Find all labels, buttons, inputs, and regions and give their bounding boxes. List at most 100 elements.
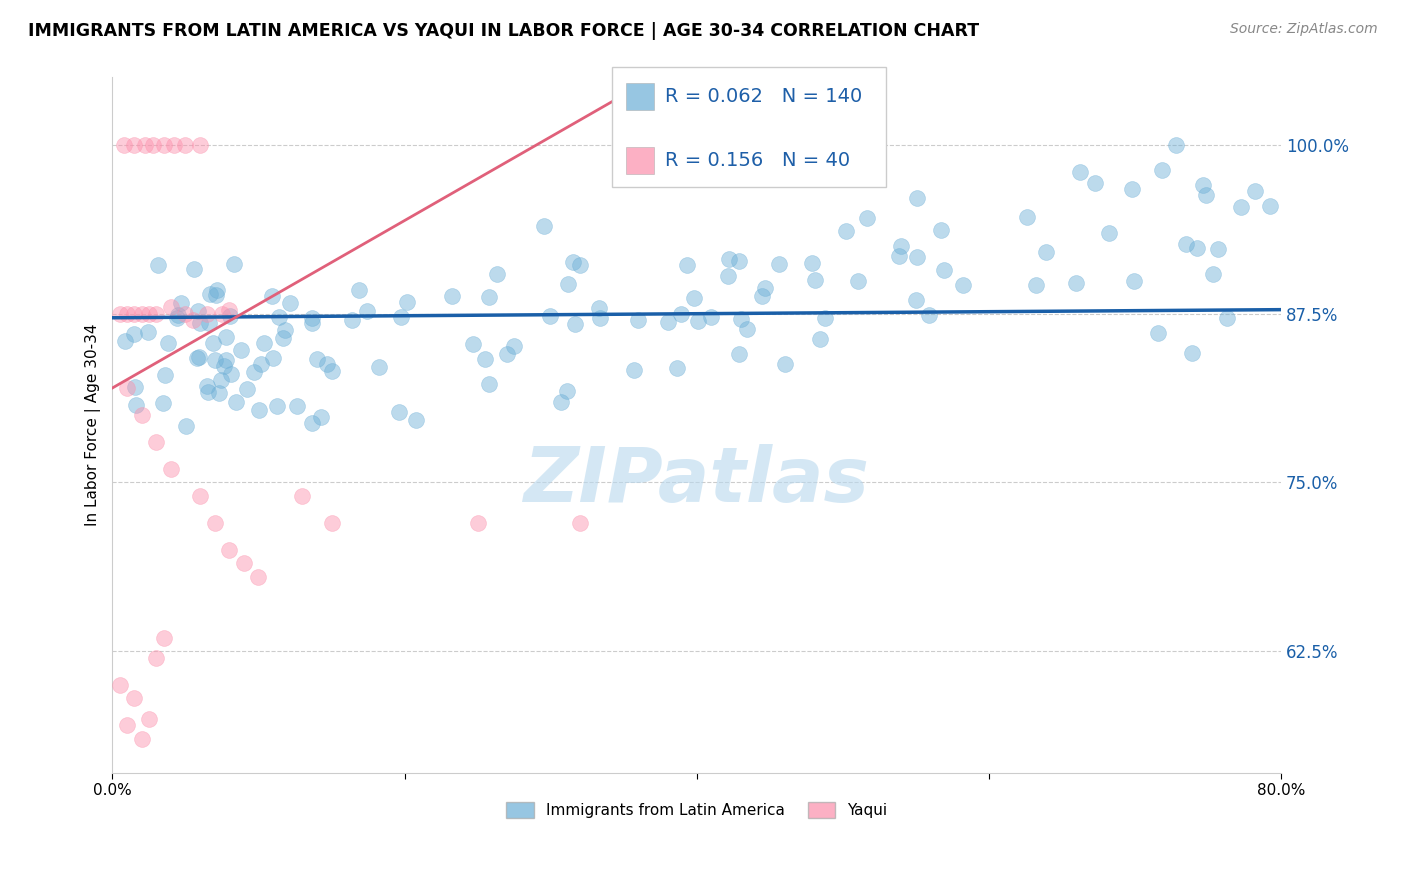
Point [305, 351, 328, 366]
Point [267, 310, 290, 324]
Point [114, 334, 136, 349]
Point [122, 326, 145, 341]
Point [219, 310, 242, 324]
Point [124, 307, 146, 321]
Point [146, 258, 169, 272]
Point [138, 307, 160, 321]
Point [1206, 242, 1229, 256]
Point [301, 310, 323, 325]
Point [131, 731, 153, 746]
Point [676, 258, 699, 272]
Point [1150, 163, 1173, 178]
Point [188, 137, 211, 152]
Point [197, 384, 219, 399]
Point [115, 307, 138, 321]
Point [160, 462, 183, 476]
Point [201, 335, 224, 350]
Point [564, 317, 586, 331]
Point [321, 516, 343, 530]
Point [124, 137, 146, 152]
Point [440, 289, 463, 303]
Point [262, 288, 284, 302]
Point [1191, 178, 1213, 193]
Point [262, 351, 284, 366]
Text: Source: ZipAtlas.com: Source: ZipAtlas.com [1230, 22, 1378, 37]
Point [1084, 176, 1107, 190]
Point [225, 394, 247, 409]
Point [145, 651, 167, 665]
Point [887, 249, 910, 263]
Point [665, 360, 688, 375]
Point [115, 381, 138, 395]
Text: R = 0.062   N = 140: R = 0.062 N = 140 [665, 87, 862, 106]
Point [387, 405, 409, 419]
Point [152, 631, 174, 645]
Point [730, 312, 752, 326]
Point [1015, 210, 1038, 224]
Point [555, 384, 578, 399]
Point [291, 489, 314, 503]
Point [669, 307, 692, 321]
Text: IMMIGRANTS FROM LATIN AMERICA VS YAQUI IN LABOR FORCE | AGE 30-34 CORRELATION CH: IMMIGRANTS FROM LATIN AMERICA VS YAQUI I… [28, 22, 979, 40]
Point [252, 336, 274, 351]
Point [222, 257, 245, 271]
Point [588, 301, 610, 315]
Point [929, 222, 952, 236]
Point [1098, 227, 1121, 241]
Point [204, 352, 226, 367]
Text: ZIPatlas: ZIPatlas [523, 443, 870, 517]
Point [124, 691, 146, 706]
Point [138, 712, 160, 726]
Legend: Immigrants from Latin America, Yaqui: Immigrants from Latin America, Yaqui [501, 796, 893, 824]
Point [588, 311, 610, 326]
Point [1035, 244, 1057, 259]
Point [1064, 276, 1087, 290]
Point [1258, 198, 1281, 212]
Point [1164, 137, 1187, 152]
Point [134, 137, 156, 152]
Point [174, 307, 197, 321]
Point [356, 303, 378, 318]
Point [347, 283, 370, 297]
Point [538, 309, 561, 323]
Point [890, 239, 912, 253]
Point [131, 307, 153, 321]
Point [800, 255, 823, 269]
Point [623, 363, 645, 377]
Point [905, 191, 928, 205]
Point [405, 412, 427, 426]
Point [496, 347, 519, 361]
Point [657, 315, 679, 329]
Point [773, 357, 796, 371]
Point [301, 317, 323, 331]
Point [1123, 274, 1146, 288]
Point [803, 273, 825, 287]
Point [568, 516, 591, 530]
Point [183, 261, 205, 276]
Point [395, 295, 418, 310]
Point [174, 418, 197, 433]
Point [474, 351, 496, 366]
Point [1121, 182, 1143, 196]
Point [1069, 165, 1091, 179]
Point [214, 330, 236, 344]
Point [219, 367, 242, 381]
Point [478, 376, 501, 391]
Point [1202, 267, 1225, 281]
Point [212, 359, 235, 373]
Point [167, 309, 190, 323]
Point [727, 347, 749, 361]
Point [1216, 310, 1239, 325]
Point [108, 678, 131, 692]
Point [932, 263, 955, 277]
Text: R = 0.156   N = 40: R = 0.156 N = 40 [665, 151, 851, 170]
Point [186, 351, 208, 365]
Point [1185, 242, 1208, 256]
Point [835, 223, 858, 237]
Point [152, 396, 174, 410]
Point [1025, 278, 1047, 293]
Point [247, 402, 270, 417]
Point [478, 291, 501, 305]
Point [232, 557, 254, 571]
Point [735, 322, 758, 336]
